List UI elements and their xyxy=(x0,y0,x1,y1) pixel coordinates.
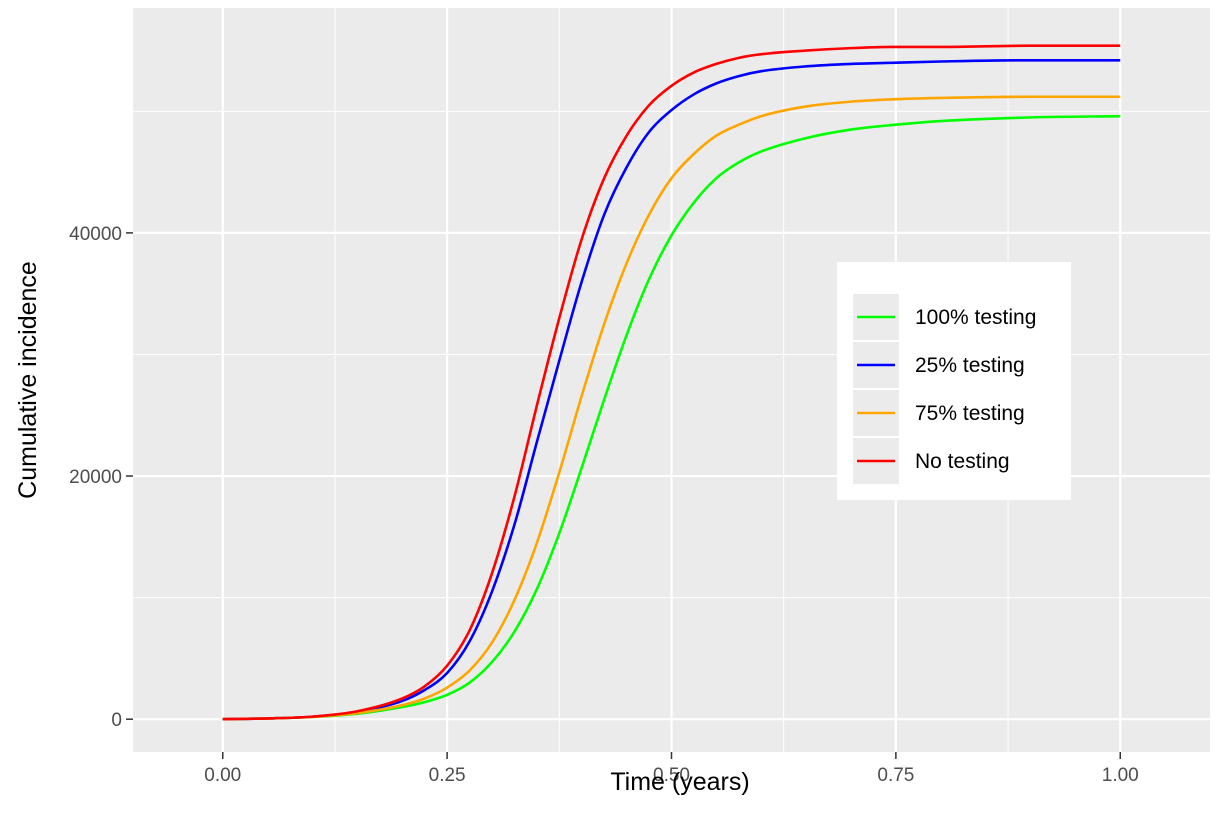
series-line-25-pct-testing xyxy=(222,58,1121,721)
x-tick-label: 0.00 xyxy=(204,765,241,786)
legend-label: 75% testing xyxy=(915,402,1025,425)
legend-label: No testing xyxy=(915,450,1010,473)
y-axis: 0 20000 40000 xyxy=(69,224,133,731)
y-axis-title: Cumulative incidence xyxy=(14,261,42,499)
x-tick-label: 0.75 xyxy=(877,765,914,786)
x-tick-label: 1.00 xyxy=(1102,765,1139,786)
y-tick-label: 20000 xyxy=(69,467,122,488)
x-axis-title: Time (years) xyxy=(610,768,749,796)
series-line-no-testing xyxy=(222,44,1121,721)
legend: 100% testing 25% testing 75% testing No tes… xyxy=(837,262,1071,500)
x-axis: 0.00 0.25 0.50 0.75 1.00 xyxy=(204,752,1139,786)
x-tick-label: 0.50 xyxy=(653,765,690,786)
y-tick-label: 0 xyxy=(111,710,122,731)
y-tick-label: 40000 xyxy=(69,224,122,245)
x-tick-label: 0.25 xyxy=(429,765,466,786)
series-lines xyxy=(222,44,1121,721)
legend-label: 100% testing xyxy=(915,306,1036,329)
series-line-75-pct-testing xyxy=(222,95,1121,721)
series-line-100-pct-testing xyxy=(222,114,1121,721)
legend-label: 25% testing xyxy=(915,354,1025,377)
